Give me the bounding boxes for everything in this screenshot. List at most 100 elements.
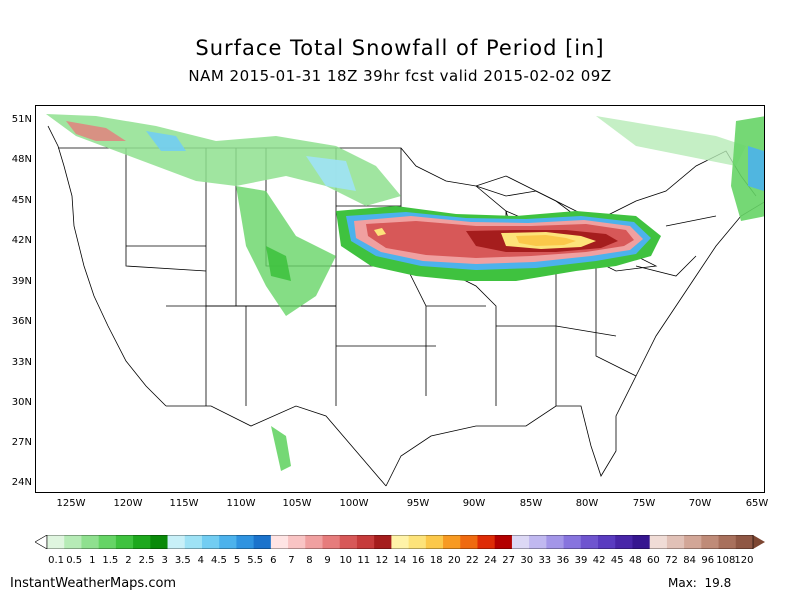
colorbar-swatch	[701, 535, 720, 549]
colorbar-swatch	[322, 535, 341, 549]
colorbar-right-arrow	[753, 535, 765, 549]
colorbar-tick-label: 60	[647, 555, 660, 566]
colorbar-outline	[46, 535, 754, 549]
colorbar-swatch	[632, 535, 651, 549]
lon-label-70w: 70W	[688, 498, 712, 509]
colorbar-swatch	[443, 535, 461, 549]
colorbar-swatch	[81, 535, 100, 549]
map-title: Surface Total Snowfall of Period [in]	[195, 36, 605, 60]
colorbar-swatch	[133, 535, 151, 549]
colorbar-swatch	[115, 535, 134, 549]
colorbar-swatch	[666, 535, 685, 549]
lat-label-27n: 27N	[11, 437, 32, 448]
lat-label-30n: 30N	[11, 397, 32, 408]
colorbar-tick-label: 5.5	[247, 555, 264, 566]
colorbar-swatch	[374, 535, 392, 549]
colorbar-tick-label: 48	[628, 555, 642, 566]
colorbar-tick-label: 6	[270, 555, 277, 566]
colorbar-tick-label: 11	[357, 555, 371, 566]
lon-label-125w: 125W	[56, 498, 86, 509]
colorbar-swatch	[391, 535, 410, 549]
colorbar-tick-label: 84	[683, 555, 697, 566]
lat-label-24n: 24N	[11, 477, 32, 488]
colorbar-swatch	[47, 535, 65, 549]
colorbar-tick-label: 4.5	[211, 555, 227, 566]
lat-label-39n: 39N	[11, 276, 32, 287]
colorbar-tick-label: 10	[339, 555, 353, 566]
colorbar-swatch	[150, 535, 169, 549]
site-credit: InstantWeatherMaps.com	[10, 576, 177, 591]
lon-label-120w: 120W	[113, 498, 143, 509]
lon-label-85w: 85W	[519, 498, 543, 509]
colorbar-swatch	[425, 535, 444, 549]
colorbar-left-arrow	[35, 535, 48, 549]
lat-label-33n: 33N	[11, 357, 32, 368]
colorbar-swatch	[735, 535, 754, 549]
colorbar-swatch	[718, 535, 737, 549]
lon-label-80w: 80W	[575, 498, 599, 509]
colorbar-tick-label: 16	[411, 555, 425, 566]
map-subtitle: NAM 2015-01-31 18Z 39hr fcst valid 2015-…	[188, 67, 612, 85]
colorbar-swatch	[580, 535, 599, 549]
colorbar-swatch	[615, 535, 633, 549]
colorbar-tick-label: 8	[306, 555, 313, 566]
colorbar-swatch	[356, 535, 375, 549]
lat-label-42n: 42N	[11, 235, 32, 246]
map-canvas	[46, 114, 764, 487]
colorbar-tick-label: 0.5	[66, 555, 83, 566]
snowfall-colorbar	[35, 535, 765, 549]
colorbar-tick-label: 24	[484, 555, 497, 566]
colorbar-swatch	[546, 535, 565, 549]
colorbar-swatch	[511, 535, 530, 549]
max-value: Max: 19.8	[668, 576, 732, 590]
colorbar-swatch	[219, 535, 237, 549]
colorbar-tick-label: 9	[324, 555, 331, 566]
colorbar-tick-label: 108	[716, 555, 736, 566]
colorbar-tick-label: 1.5	[102, 555, 119, 566]
colorbar-tick-label: 14	[393, 555, 407, 566]
colorbar-swatch	[64, 535, 82, 549]
colorbar-tick-label: 18	[429, 555, 443, 566]
colorbar-swatch	[184, 535, 203, 549]
colorbar-swatch	[253, 535, 272, 549]
colorbar-swatch	[305, 535, 324, 549]
colorbar-swatch	[201, 535, 220, 549]
lon-label-110w: 110W	[226, 498, 256, 509]
colorbar-swatch	[167, 535, 186, 549]
colorbar-tick-label: 36	[556, 555, 570, 566]
colorbar-swatch	[563, 535, 582, 549]
colorbar-swatch	[494, 535, 513, 549]
colorbar-tick-label: 1	[89, 555, 96, 566]
colorbar-swatch	[98, 535, 117, 549]
lon-label-75w: 75W	[632, 498, 656, 509]
colorbar-swatch	[270, 535, 289, 549]
colorbar-tick-label: 96	[701, 555, 715, 566]
colorbar-tick-label: 20	[447, 555, 461, 566]
colorbar-swatch	[529, 535, 547, 549]
snowfall-map	[35, 105, 765, 493]
colorbar-tick-label: 33	[538, 555, 552, 566]
colorbar-tick-label: 7	[288, 555, 295, 566]
colorbar-swatch	[288, 535, 306, 549]
lon-label-65w: 65W	[745, 498, 769, 509]
colorbar-tick-label: 39	[574, 555, 588, 566]
colorbar-swatch	[408, 535, 427, 549]
geographic-borders	[47, 125, 764, 487]
colorbar-tick-label: 0.1	[48, 555, 64, 566]
colorbar-labels: 0.1 0.5 1 1.5 2 2.5 3 3.5 4 4.5 5 5.5 6 7 8 9 10 11 12 14 16…	[0, 555, 800, 569]
colorbar-swatch	[684, 535, 702, 549]
colorbar-tick-label: 120	[734, 555, 754, 566]
colorbar-tick-label: 4	[197, 555, 205, 566]
lon-label-100w: 100W	[339, 498, 369, 509]
colorbar-swatch	[477, 535, 496, 549]
colorbar-swatch	[460, 535, 478, 549]
colorbar-swatch	[236, 535, 255, 549]
colorbar-tick-label: 5	[233, 555, 241, 566]
lat-label-48n: 48N	[11, 154, 32, 165]
lat-label-51n: 51N	[11, 114, 32, 125]
lat-label-45n: 45N	[11, 195, 32, 206]
colorbar-tick-label: 42	[592, 555, 606, 566]
colorbar-tick-label: 22	[466, 555, 479, 566]
colorbar-tick-label: 3.5	[174, 555, 191, 566]
lon-label-95w: 95W	[406, 498, 430, 509]
